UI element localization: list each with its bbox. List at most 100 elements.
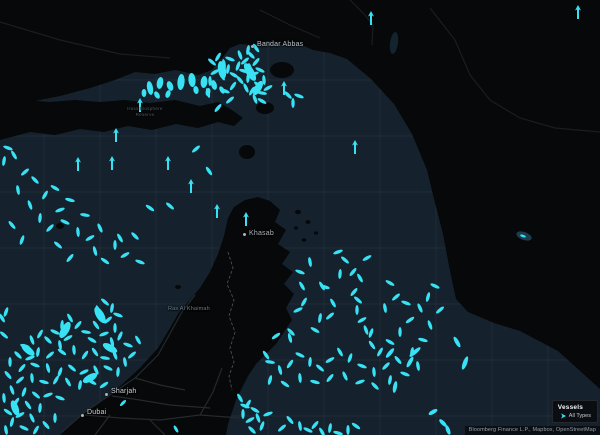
vessel-marker[interactable] bbox=[247, 425, 256, 434]
vessel-marker[interactable] bbox=[310, 420, 319, 430]
vessel-marker[interactable] bbox=[297, 421, 302, 431]
vessel-marker[interactable] bbox=[427, 320, 434, 331]
vessel-marker[interactable] bbox=[242, 61, 259, 82]
vessel-marker[interactable] bbox=[368, 340, 377, 350]
vessel-heading-marker[interactable] bbox=[214, 204, 220, 218]
vessel-marker[interactable] bbox=[263, 84, 273, 92]
vessel-marker[interactable] bbox=[85, 234, 95, 242]
vessel-marker[interactable] bbox=[430, 282, 441, 289]
vessel-marker[interactable] bbox=[229, 81, 238, 91]
vessel-marker[interactable] bbox=[225, 64, 230, 74]
vessel-marker[interactable] bbox=[65, 253, 74, 263]
vessel-marker[interactable] bbox=[207, 57, 217, 66]
vessel-marker[interactable] bbox=[8, 357, 12, 367]
vessel-marker[interactable] bbox=[109, 337, 115, 348]
vessel-marker[interactable] bbox=[109, 303, 114, 313]
vessel-marker[interactable] bbox=[237, 50, 244, 61]
vessel-marker[interactable] bbox=[303, 426, 314, 433]
vessel-marker[interactable] bbox=[177, 74, 186, 91]
vessel-marker[interactable] bbox=[418, 337, 429, 343]
vessel-marker[interactable] bbox=[355, 305, 359, 315]
vessel-marker[interactable] bbox=[64, 377, 72, 387]
vessel-marker[interactable] bbox=[99, 381, 109, 390]
vessel-marker[interactable] bbox=[320, 284, 331, 290]
vessel-marker[interactable] bbox=[123, 342, 134, 349]
vessel-marker[interactable] bbox=[216, 60, 227, 79]
vessel-marker[interactable] bbox=[3, 425, 8, 435]
vessel-marker[interactable] bbox=[405, 356, 414, 368]
vessel-marker[interactable] bbox=[92, 305, 108, 325]
vessel-marker[interactable] bbox=[76, 227, 80, 237]
vessel-marker[interactable] bbox=[113, 312, 124, 319]
vessel-marker[interactable] bbox=[92, 246, 98, 257]
vessel-marker[interactable] bbox=[214, 52, 222, 62]
vessel-marker[interactable] bbox=[205, 88, 211, 97]
vessel-marker[interactable] bbox=[141, 89, 147, 97]
vessel-marker[interactable] bbox=[2, 393, 6, 403]
vessel-marker[interactable] bbox=[3, 307, 10, 318]
vessel-marker[interactable] bbox=[225, 56, 236, 63]
vessel-marker[interactable] bbox=[57, 367, 64, 378]
vessel-marker[interactable] bbox=[325, 356, 335, 364]
vessel-marker[interactable] bbox=[92, 365, 99, 376]
vessel-heading-marker[interactable] bbox=[368, 11, 374, 25]
vessel-marker[interactable] bbox=[45, 363, 51, 374]
vessel-marker[interactable] bbox=[287, 333, 293, 344]
vessel-marker[interactable] bbox=[72, 345, 76, 355]
vessel-marker[interactable] bbox=[295, 269, 306, 276]
vessel-marker[interactable] bbox=[28, 413, 35, 424]
vessel-marker[interactable] bbox=[333, 430, 344, 435]
vessel-marker[interactable] bbox=[31, 390, 41, 399]
vessel-marker[interactable] bbox=[338, 269, 342, 279]
vessel-marker[interactable] bbox=[19, 424, 29, 431]
vessel-marker[interactable] bbox=[353, 295, 363, 304]
vessel-marker[interactable] bbox=[52, 375, 60, 385]
vessel-marker[interactable] bbox=[191, 144, 201, 153]
vessel-marker[interactable] bbox=[520, 234, 526, 238]
vessel-marker[interactable] bbox=[385, 347, 396, 359]
vessel-marker[interactable] bbox=[63, 334, 73, 342]
vessel-marker[interactable] bbox=[336, 347, 344, 357]
vessel-marker[interactable] bbox=[329, 298, 337, 308]
vessel-marker[interactable] bbox=[96, 223, 103, 233]
vessel-marker[interactable] bbox=[387, 375, 392, 385]
vessel-marker[interactable] bbox=[193, 86, 200, 95]
vessel-marker[interactable] bbox=[277, 365, 283, 376]
vessel-marker[interactable] bbox=[50, 184, 60, 192]
vessel-marker[interactable] bbox=[77, 380, 82, 390]
vessel-marker[interactable] bbox=[45, 350, 55, 359]
vessel-heading-marker[interactable] bbox=[113, 128, 119, 142]
vessel-marker[interactable] bbox=[116, 367, 120, 377]
vessel-marker[interactable] bbox=[317, 313, 322, 323]
vessel-marker[interactable] bbox=[32, 425, 40, 435]
vessel-marker[interactable] bbox=[257, 97, 267, 105]
vessel-marker[interactable] bbox=[165, 80, 174, 91]
vessel-marker[interactable] bbox=[3, 145, 14, 152]
vessel-marker[interactable] bbox=[30, 175, 39, 184]
vessel-marker[interactable] bbox=[43, 335, 52, 344]
vessel-marker[interactable] bbox=[425, 292, 431, 303]
vessel-marker[interactable] bbox=[385, 338, 395, 346]
vessel-marker[interactable] bbox=[99, 331, 110, 338]
vessel-marker[interactable] bbox=[119, 399, 127, 407]
vessel-marker[interactable] bbox=[116, 331, 123, 342]
vessel-marker[interactable] bbox=[376, 347, 384, 357]
vessel-heading-marker[interactable] bbox=[281, 81, 287, 95]
vessel-marker[interactable] bbox=[357, 363, 368, 370]
vessel-marker[interactable] bbox=[255, 413, 262, 424]
vessel-marker[interactable] bbox=[246, 50, 255, 59]
vessel-marker[interactable] bbox=[50, 328, 60, 335]
vessel-marker[interactable] bbox=[310, 379, 321, 385]
vessel-marker[interactable] bbox=[391, 292, 401, 301]
vessel-marker[interactable] bbox=[257, 90, 267, 95]
vessel-marker[interactable] bbox=[100, 297, 110, 306]
vessel-marker[interactable] bbox=[30, 373, 34, 383]
vessel-marker[interactable] bbox=[200, 76, 208, 89]
vessel-marker[interactable] bbox=[435, 305, 445, 314]
vessel-marker[interactable] bbox=[55, 395, 66, 402]
vessel-marker[interactable] bbox=[3, 408, 13, 417]
vessel-marker[interactable] bbox=[60, 218, 70, 225]
vessel-marker[interactable] bbox=[398, 327, 402, 337]
vessel-marker[interactable] bbox=[17, 363, 26, 373]
vessel-marker[interactable] bbox=[65, 197, 76, 203]
